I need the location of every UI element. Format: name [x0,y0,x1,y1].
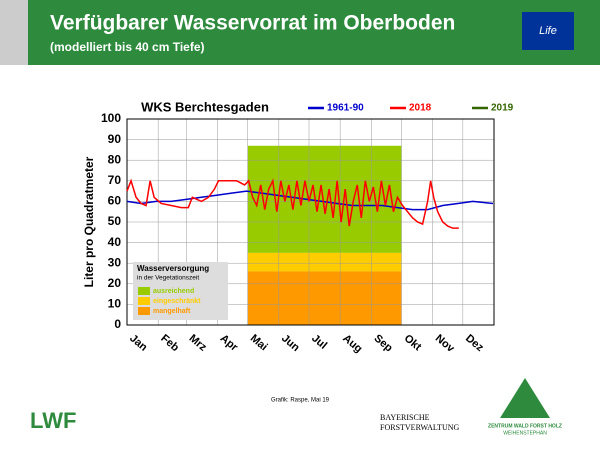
slide-subtitle: (modelliert bis 40 cm Tiefe) [50,40,205,54]
chart-title: WKS Berchtesgaden [141,99,269,114]
y-tick-label: 10 [108,297,122,311]
x-tick-label: Nov [433,332,457,355]
y-tick-label: 20 [108,276,122,290]
slide-title: Verfügbarer Wasservorrat im Oberboden [50,12,455,35]
zone-legend-swatch [138,297,150,305]
legend-label: 2019 [491,103,514,114]
series-line [126,190,494,211]
x-tick-label: Mrz [187,332,210,354]
zone-legend-label: mangelhaft [153,308,191,315]
y-tick-label: 40 [108,235,122,249]
y-axis-label: Liter pro Quadratmeter [82,156,96,287]
eu-logo [522,12,574,50]
y-tick-label: 50 [108,214,122,228]
y-tick-label: 90 [108,132,122,146]
lwf-logo: LWF [30,408,76,433]
logo-text: Life [539,25,557,37]
zone [247,271,402,325]
y-tick-label: 0 [114,317,121,331]
zone-legend-swatch [138,307,150,315]
credit: Grafik: Raspe, Mai 19 [271,398,330,404]
y-tick-label: 70 [108,173,122,187]
legend-label: 1961-90 [327,103,364,114]
x-tick-label: Dez [463,332,486,354]
zone-legend-subtitle: in der Vegetationszeit [137,275,199,282]
y-tick-label: 30 [108,255,122,269]
y-tick-label: 60 [108,194,122,208]
series-line [126,178,459,229]
x-tick-label: Mai [248,332,270,353]
legend-label: 2018 [409,103,432,114]
forst-logo: BAYERISCHE [380,413,430,422]
x-tick-label: Jul [309,332,329,351]
x-tick-label: Okt [402,332,424,353]
zentrum-text: ZENTRUM WALD FORST HOLZ [488,423,562,429]
x-tick-label: Sep [372,332,395,354]
header-accent [0,0,28,65]
y-tick-label: 80 [108,152,122,166]
zone-legend-title: Wasserversorgung [137,264,209,273]
x-tick-label: Feb [158,332,181,354]
header-band [0,0,600,65]
zone-legend-label: ausreichend [153,288,194,295]
x-tick-label: Jan [127,332,149,354]
zentrum-text: WEIHENSTEPHAN [503,430,547,436]
plot-frame [126,118,495,326]
zone-legend-label: eingeschränkt [153,298,201,305]
forst-logo: FORSTVERWALTUNG [380,423,459,432]
y-tick-label: 100 [101,111,121,125]
x-tick-label: Jun [279,332,302,354]
zone [247,252,402,272]
x-tick-label: Aug [340,332,364,355]
zone-legend-swatch [138,287,150,295]
zentrum-logo [500,378,550,418]
x-tick-label: Apr [218,332,241,354]
